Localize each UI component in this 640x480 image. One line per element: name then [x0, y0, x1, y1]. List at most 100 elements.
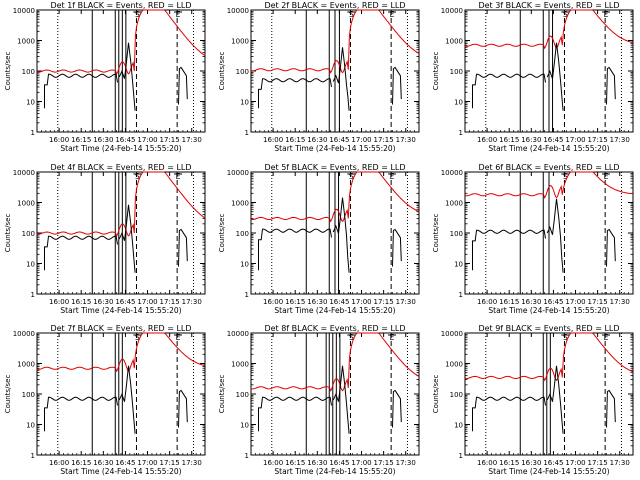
events-curve-pre: [258, 228, 332, 271]
y-tick-label: 100: [236, 391, 249, 399]
y-tick-label: 1000: [231, 361, 249, 369]
x-axis-label: Start Time (24-Feb-14 15:55:20): [488, 144, 609, 153]
x-axis-label: Start Time (24-Feb-14 15:55:20): [60, 467, 181, 476]
panel-title: Det 8f BLACK = Events, RED = LLD: [264, 324, 405, 333]
y-tick-label: 10000: [441, 330, 463, 338]
x-tick-label: 16:00: [477, 298, 497, 306]
x-tick-label: 16:15: [499, 136, 519, 144]
x-axis-label: Start Time (24-Feb-14 15:55:20): [274, 144, 395, 153]
x-tick-label: 17:30: [396, 136, 416, 144]
x-tick-label: 17:15: [588, 136, 608, 144]
events-curve-post: [606, 389, 616, 428]
y-axis-label: Counts/sec: [432, 375, 440, 414]
start-marker-letter: S: [563, 333, 568, 342]
y-tick-label: 10000: [227, 7, 249, 15]
events-curve-flare: [118, 365, 136, 434]
x-tick-label: 16:15: [71, 459, 91, 467]
events-curve-flare: [546, 365, 564, 434]
y-tick-label: 100: [22, 391, 35, 399]
y-tick-label: 1000: [445, 361, 463, 369]
detector-panel: Det 8f BLACK = Events, RED = LLD Counts/s…: [218, 324, 420, 476]
x-tick-label: 16:30: [307, 136, 327, 144]
x-tick-label: 16:30: [307, 459, 327, 467]
y-axis-label: Counts/sec: [4, 52, 12, 91]
x-tick-label: 17:00: [565, 298, 585, 306]
events-curve-pre: [258, 396, 332, 432]
x-tick-label: 17:00: [565, 136, 585, 144]
x-tick-label: 17:30: [396, 459, 416, 467]
x-tick-label: 16:30: [521, 459, 541, 467]
x-tick-label: 17:15: [374, 136, 394, 144]
events-curve-post: [392, 389, 402, 428]
end-marker-letter: E: [390, 333, 395, 342]
y-tick-label: 1: [245, 452, 249, 460]
y-tick-label: 10000: [13, 330, 35, 338]
x-tick-label: 16:45: [115, 459, 135, 467]
y-tick-label: 10000: [441, 169, 463, 177]
events-curve-pre: [258, 78, 332, 109]
x-tick-label: 16:00: [49, 136, 69, 144]
y-tick-label: 10000: [13, 7, 35, 15]
x-tick-label: 17:30: [610, 136, 630, 144]
x-tick-label: 17:15: [374, 459, 394, 467]
x-tick-label: 16:00: [477, 459, 497, 467]
panel-title: Det 4f BLACK = Events, RED = LLD: [50, 163, 191, 172]
x-tick-label: 16:45: [329, 459, 349, 467]
x-tick-label: 16:15: [71, 136, 91, 144]
events-curve-flare: [332, 365, 350, 434]
start-marker-letter: S: [563, 172, 568, 181]
x-tick-label: 16:45: [115, 298, 135, 306]
y-axis-label: Counts/sec: [4, 214, 12, 253]
x-axis-label: Start Time (24-Feb-14 15:55:20): [60, 306, 181, 315]
x-tick-label: 16:15: [71, 298, 91, 306]
lld-curve: [250, 332, 420, 392]
x-tick-label: 16:15: [285, 298, 305, 306]
panel-title: Det 3f BLACK = Events, RED = LLD: [478, 1, 619, 10]
start-marker-letter: S: [349, 172, 354, 181]
detector-panel: Det 9f BLACK = Events, RED = LLD Counts/s…: [432, 324, 634, 476]
x-tick-label: 16:00: [263, 136, 283, 144]
y-tick-label: 1000: [231, 38, 249, 46]
x-tick-label: 17:00: [137, 298, 157, 306]
x-axis-label: Start Time (24-Feb-14 15:55:20): [274, 306, 395, 315]
x-tick-label: 16:30: [307, 298, 327, 306]
y-tick-label: 1000: [231, 200, 249, 208]
lld-curve: [464, 9, 634, 50]
end-marker-letter: E: [604, 10, 609, 19]
x-tick-label: 17:00: [351, 459, 371, 467]
x-tick-label: 16:00: [263, 298, 283, 306]
x-tick-label: 16:15: [285, 136, 305, 144]
detector-panel: Det 2f BLACK = Events, RED = LLD Counts/s…: [218, 1, 420, 153]
x-tick-label: 16:15: [285, 459, 305, 467]
lld-curve: [36, 9, 206, 76]
x-tick-label: 17:30: [396, 298, 416, 306]
events-curve-post: [178, 228, 188, 267]
x-tick-label: 16:45: [115, 136, 135, 144]
x-tick-label: 16:45: [329, 136, 349, 144]
events-curve-flare: [332, 47, 350, 111]
y-tick-label: 10: [240, 422, 249, 430]
events-curve-post: [178, 66, 188, 105]
end-marker-letter: E: [604, 172, 609, 181]
y-tick-label: 1: [459, 291, 463, 299]
x-tick-label: 17:00: [351, 136, 371, 144]
y-tick-label: 1000: [17, 361, 35, 369]
x-tick-label: 16:15: [499, 459, 519, 467]
x-tick-label: 17:15: [160, 298, 180, 306]
x-tick-label: 17:00: [351, 298, 371, 306]
x-tick-label: 17:15: [588, 459, 608, 467]
detector-panel: Det 3f BLACK = Events, RED = LLD Counts/s…: [432, 1, 634, 153]
y-tick-label: 100: [22, 68, 35, 76]
x-axis-label: Start Time (24-Feb-14 15:55:20): [274, 467, 395, 476]
events-curve-post: [178, 389, 188, 428]
detector-panel: Det 5f BLACK = Events, RED = LLD Counts/s…: [218, 163, 420, 315]
x-tick-label: 16:45: [543, 459, 563, 467]
y-tick-label: 100: [236, 230, 249, 238]
x-tick-label: 17:30: [610, 459, 630, 467]
lld-curve: [464, 171, 634, 199]
end-marker-letter: E: [176, 333, 181, 342]
x-tick-label: 17:30: [182, 459, 202, 467]
end-marker-letter: E: [390, 172, 395, 181]
y-axis-label: Counts/sec: [432, 214, 440, 253]
